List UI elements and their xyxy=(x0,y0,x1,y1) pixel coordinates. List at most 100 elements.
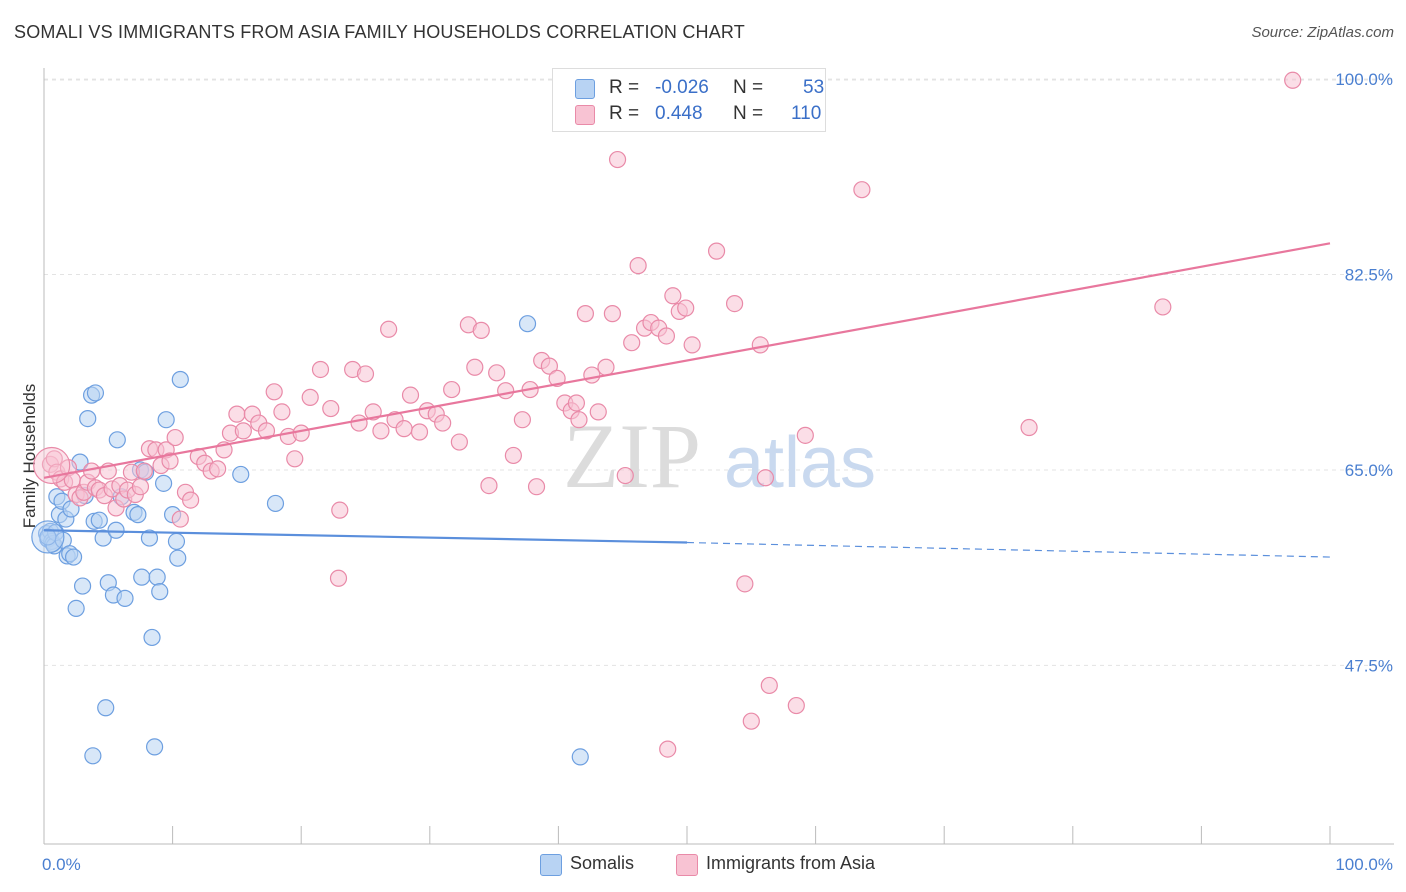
asia-point xyxy=(401,386,420,404)
somalis-point xyxy=(154,474,173,492)
asia-point xyxy=(265,383,283,401)
somalis-point xyxy=(266,494,285,513)
asia-point xyxy=(796,426,814,444)
somalis-point xyxy=(31,520,65,554)
bottom-label-asia: Immigrants from Asia xyxy=(706,853,876,873)
asia-point xyxy=(513,411,531,429)
asia-point xyxy=(603,305,622,323)
somalis-point xyxy=(97,699,115,717)
asia-point xyxy=(756,469,775,487)
source-note: Source: ZipAtlas.com xyxy=(1251,24,1394,41)
asia-point xyxy=(540,357,558,375)
asia-point xyxy=(677,299,695,317)
asia-point xyxy=(597,358,615,376)
asia-point xyxy=(292,424,310,442)
somalis-point xyxy=(151,583,169,601)
legend-r-label: R = xyxy=(609,77,640,98)
asia-point xyxy=(450,433,468,451)
somalis-point xyxy=(169,549,187,567)
asia-point xyxy=(273,403,291,421)
asia-point xyxy=(364,403,382,421)
y-tick-label: 82.5% xyxy=(1345,266,1393,285)
somalis-point xyxy=(64,548,83,566)
asia-point xyxy=(182,491,200,509)
somalis-point xyxy=(143,628,161,647)
x-tick-label-max: 100.0% xyxy=(1335,855,1393,874)
asia-point xyxy=(472,321,490,339)
asia-point xyxy=(257,422,276,440)
legend-r-label: R = xyxy=(609,103,640,124)
asia-point xyxy=(760,676,778,695)
asia-point xyxy=(228,405,246,423)
asia-point xyxy=(589,403,607,421)
somalis-point xyxy=(571,748,589,766)
asia-point xyxy=(434,414,452,432)
asia-point xyxy=(395,420,413,438)
asia-point xyxy=(33,446,71,485)
asia-point xyxy=(171,510,189,528)
somalis-point xyxy=(145,738,164,756)
asia-point xyxy=(616,466,634,485)
asia-point xyxy=(787,696,805,715)
asia-point xyxy=(161,452,179,470)
somalis-point xyxy=(171,370,189,389)
asia-point xyxy=(629,257,647,275)
somalis-trend-line xyxy=(43,529,688,544)
somalis-point xyxy=(67,599,85,618)
asia-point xyxy=(322,399,340,418)
somalis-point xyxy=(108,431,126,449)
asia-point xyxy=(480,476,498,495)
somalis-point xyxy=(94,529,112,547)
asia-point xyxy=(736,575,754,593)
chart-title: SOMALI VS IMMIGRANTS FROM ASIA FAMILY HO… xyxy=(14,22,745,42)
asia-point xyxy=(311,360,330,379)
asia-point xyxy=(707,242,726,260)
legend-n-label: N = xyxy=(733,103,764,124)
asia-point xyxy=(657,327,676,345)
somalis-point xyxy=(79,409,97,428)
bottom-swatch-somalis xyxy=(540,854,562,876)
asia-point xyxy=(567,394,586,412)
asia-point xyxy=(1284,71,1302,89)
asia-point xyxy=(166,428,184,447)
somalis-point xyxy=(107,521,125,539)
bottom-label-somalis: Somalis xyxy=(570,853,635,873)
legend-r-value-asia: 0.448 xyxy=(655,103,703,124)
asia-point xyxy=(583,366,601,384)
asia-point xyxy=(380,320,398,338)
asia-point xyxy=(209,460,227,478)
asia-point xyxy=(623,334,641,352)
somalis-point xyxy=(232,465,250,484)
asia-trend-line xyxy=(43,242,1331,479)
somalis-point xyxy=(518,315,537,333)
asia-point xyxy=(504,446,522,465)
somalis-point xyxy=(129,506,147,524)
asia-point xyxy=(725,294,744,313)
asia-point xyxy=(286,450,304,468)
bottom-swatch-asia xyxy=(676,854,698,876)
asia-point xyxy=(131,478,150,496)
legend-r-value-somalis: -0.026 xyxy=(655,77,709,98)
y-tick-label: 65.0% xyxy=(1345,461,1393,480)
asia-point xyxy=(466,358,484,376)
somalis-trend-extension xyxy=(686,541,1331,558)
asia-point xyxy=(527,478,546,496)
asia-point xyxy=(301,388,319,406)
asia-point xyxy=(1020,418,1038,437)
somalis-point xyxy=(167,532,186,551)
somalis-point xyxy=(148,568,166,586)
watermark: ZIP atlas xyxy=(563,405,876,507)
legend-n-value-somalis: 53 xyxy=(803,77,825,98)
somalis-point xyxy=(133,568,151,586)
asia-point xyxy=(329,569,348,587)
asia-point xyxy=(410,423,429,441)
somalis-point xyxy=(73,577,92,595)
legend-n-value-asia: 110 xyxy=(791,103,822,124)
somalis-point xyxy=(140,529,159,547)
asia-point xyxy=(751,336,769,354)
asia-point xyxy=(488,364,506,382)
asia-point xyxy=(853,181,871,199)
stats-legend: R = -0.026 N = 53 R = 0.448 N = 110 xyxy=(552,68,826,132)
asia-point xyxy=(576,305,595,323)
